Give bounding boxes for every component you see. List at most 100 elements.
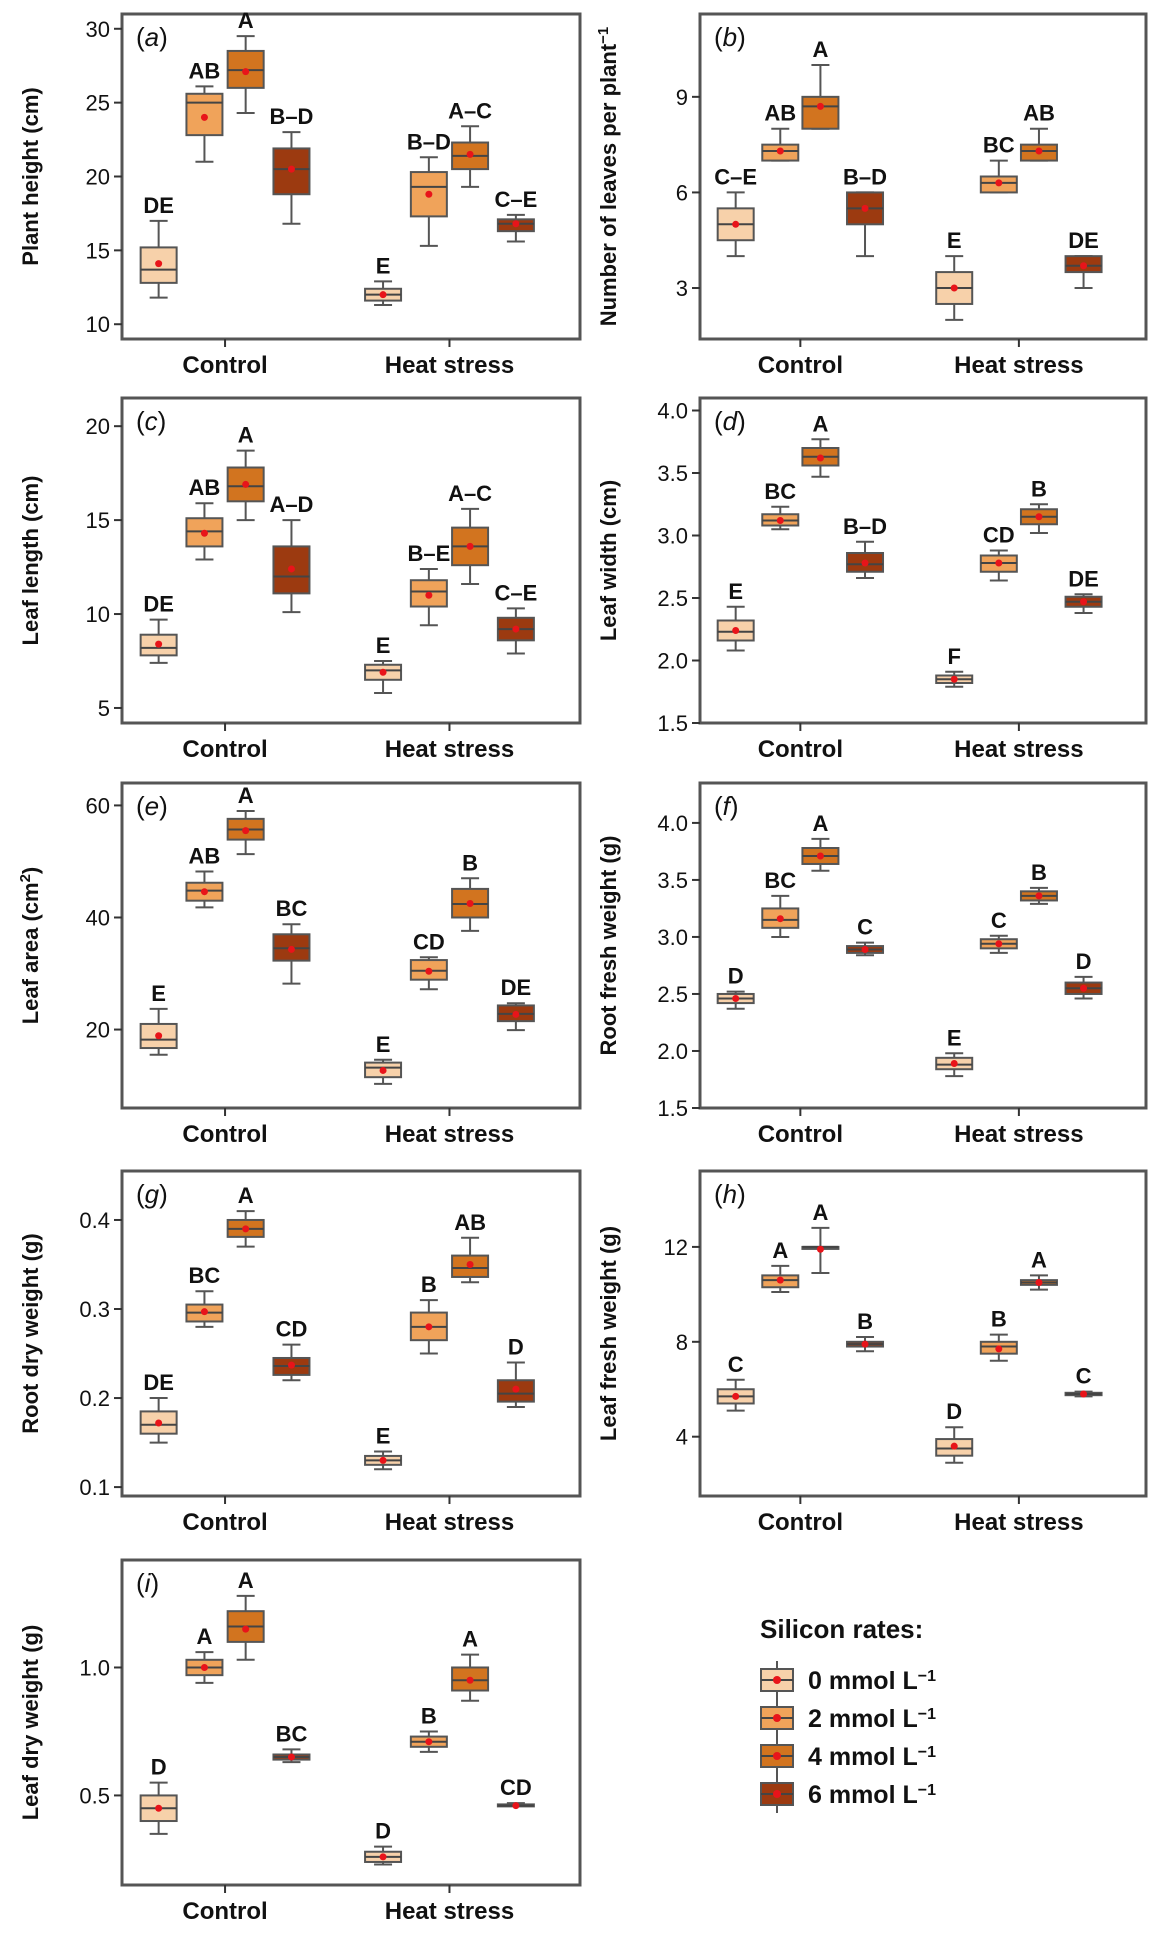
legend-label-superscript: −1 — [918, 1744, 936, 1761]
box-heat-stress-rate6: C–E — [494, 580, 537, 655]
box-heat-stress-rate0: D — [364, 1819, 403, 1866]
mean-dot — [379, 1066, 387, 1074]
y-axis-label: Leaf fresh weight (g) — [596, 1226, 621, 1441]
mean-dot — [287, 565, 295, 573]
y-axis-label: Plant height (cm) — [18, 87, 43, 265]
box-heat-stress-rate6: CD — [496, 1775, 535, 1810]
mean-dot — [995, 940, 1003, 948]
box-heat-stress-rate0: F — [935, 644, 974, 688]
panel-letter: (i) — [136, 1568, 159, 1598]
significance-label: B–D — [843, 164, 887, 189]
mean-dot — [995, 559, 1003, 567]
panel-i: 0.5 1.0 Control Heat stress Leaf dry weight … — [18, 1558, 582, 1925]
x-group-label: Control — [182, 1898, 267, 1925]
significance-label: A–C — [448, 481, 492, 506]
box-control-rate0: E — [716, 579, 755, 652]
panel-letter-paren: ) — [737, 22, 746, 52]
mean-dot — [425, 1323, 433, 1331]
legend-label-text: 0 mmol L — [808, 1667, 918, 1695]
box-control-rate4: A — [801, 1200, 840, 1275]
significance-label: AB — [189, 475, 221, 500]
panel-g: 0.1 0.2 0.3 0.4 Control Heat stress Root dry w… — [18, 1169, 582, 1536]
panel-letter-paren: ) — [159, 22, 168, 52]
mean-dot — [816, 102, 824, 110]
legend-label: 6 mmol L−1 — [808, 1781, 936, 1809]
panel-a: 10 15 20 25 30 Control Heat stress Plant height… — [18, 8, 582, 379]
panel-c: 5 10 15 20 Control Heat stress Leaf length (cm… — [18, 396, 582, 763]
mean-dot — [950, 284, 958, 292]
y-axis-label-text: Leaf dry weight (g) — [18, 1625, 43, 1821]
panel-letter-paren: ) — [159, 791, 168, 821]
mean-dot — [950, 675, 958, 683]
mean-dot — [200, 1663, 208, 1671]
significance-label: E — [947, 1025, 962, 1050]
plot-frame — [120, 1169, 582, 1498]
x-group-label: Heat stress — [385, 1509, 514, 1536]
box-control-rate4: A — [226, 1183, 265, 1248]
box-heat-stress-rate2: B — [409, 1703, 448, 1753]
box-heat-stress-rate4: A–C — [448, 481, 492, 585]
legend-mean-dot — [773, 1714, 781, 1722]
panel-letter: (g) — [136, 1179, 168, 1209]
box-heat-stress-rate4: AB — [1019, 101, 1058, 162]
box-control-rate2: BC — [761, 868, 800, 938]
significance-label: E — [376, 1423, 391, 1448]
significance-label: A — [812, 411, 828, 436]
mean-dot — [950, 1442, 958, 1450]
significance-label: B — [857, 1309, 873, 1334]
box-heat-stress-rate6: DE — [1064, 228, 1103, 290]
legend-label-superscript: −1 — [918, 1668, 936, 1685]
significance-label: C — [728, 1352, 744, 1377]
y-axis-label: Leaf area (cm2) — [17, 867, 44, 1025]
mean-dot — [379, 291, 387, 299]
plot-frame — [120, 396, 582, 725]
significance-label: E — [151, 981, 166, 1006]
significance-label: B — [991, 1307, 1007, 1332]
mean-dot — [242, 480, 250, 488]
significance-label: E — [376, 253, 391, 278]
significance-label: D — [946, 1399, 962, 1424]
panel-letter-paren: ) — [150, 1568, 159, 1598]
box-heat-stress-rate4: AB — [451, 1210, 490, 1284]
y-tick-label: 40 — [86, 905, 110, 930]
y-tick-label: 25 — [86, 91, 110, 116]
box-heat-stress-rate2: BC — [979, 133, 1018, 194]
significance-label: BC — [983, 133, 1015, 158]
y-tick-label: 20 — [86, 414, 110, 439]
mean-dot — [1080, 262, 1088, 270]
plot-frame — [120, 1558, 582, 1887]
y-tick-label: 8 — [676, 1330, 688, 1355]
box-control-rate6: C — [846, 915, 885, 957]
box-control-rate0: E — [139, 981, 178, 1056]
box-control-rate0: DE — [139, 193, 178, 299]
y-axis-label: Leaf width (cm) — [596, 480, 621, 641]
box-heat-stress-rate2: CD — [979, 523, 1018, 582]
significance-label: A — [1031, 1247, 1047, 1272]
box-control-rate0: D — [139, 1755, 178, 1835]
panel-letter-paren: ( — [136, 22, 145, 52]
mean-dot — [512, 625, 520, 633]
panel-letter: (e) — [136, 791, 168, 821]
y-tick-label: 2.0 — [657, 1039, 688, 1064]
box-control-rate2: BC — [761, 479, 800, 531]
legend-item: 6 mmol L−1 — [760, 1775, 936, 1813]
box-heat-stress-rate2: B–E — [407, 541, 450, 627]
box-control-rate6: CD — [272, 1317, 311, 1382]
significance-label: A — [238, 783, 254, 808]
panel-letter-paren: ( — [714, 1179, 723, 1209]
mean-dot — [816, 1245, 824, 1253]
box-control-rate2: AB — [185, 475, 224, 561]
legend-title: Silicon rates: — [760, 1614, 923, 1644]
x-group-label: Control — [182, 1509, 267, 1536]
panel-letter-paren: ) — [159, 1179, 168, 1209]
panel-letter: (a) — [136, 22, 168, 52]
box-control-rate6: B — [846, 1309, 885, 1353]
significance-label: E — [376, 633, 391, 658]
box-heat-stress-rate2: C — [979, 908, 1018, 954]
mean-dot — [776, 915, 784, 923]
mean-dot — [379, 1456, 387, 1464]
y-tick-label: 20 — [86, 165, 110, 190]
plot-frame — [698, 1169, 1148, 1498]
box-heat-stress-rate0: E — [364, 1423, 403, 1471]
